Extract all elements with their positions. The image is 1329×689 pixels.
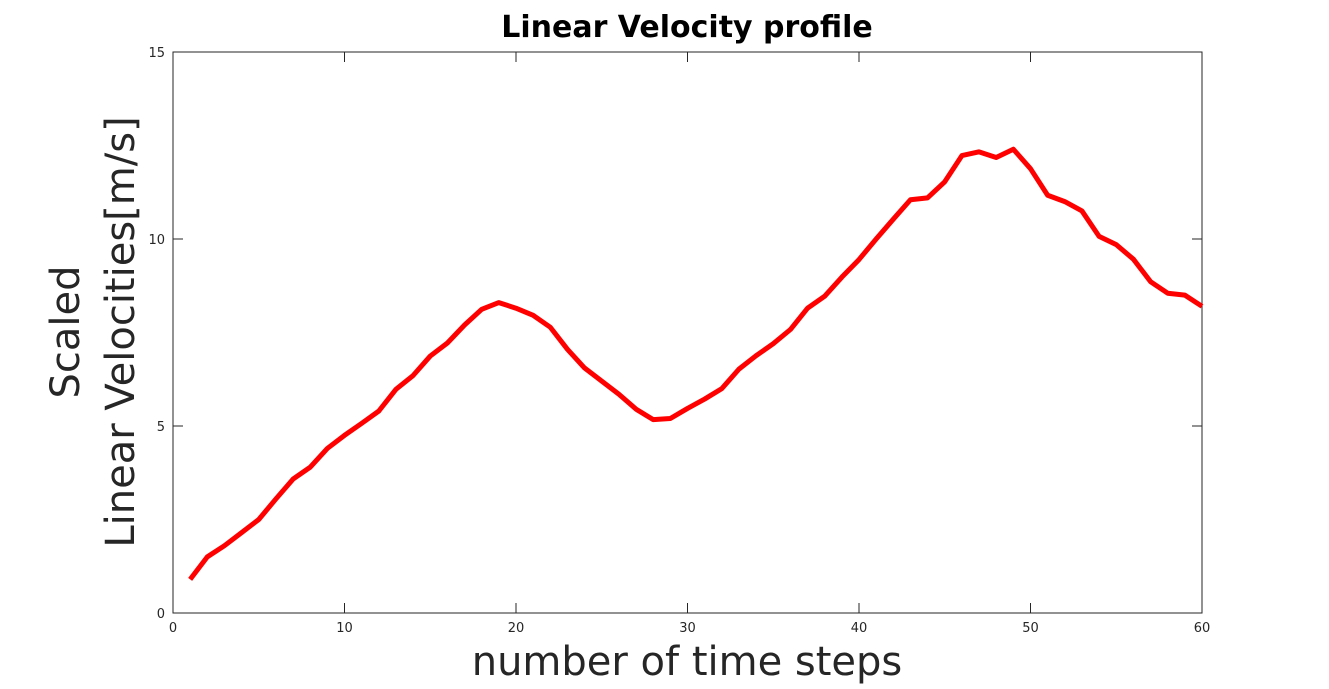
chart-title: Linear Velocity profile <box>501 10 873 45</box>
y-tick-label: 0 <box>157 607 165 622</box>
x-tick-label: 40 <box>851 621 868 636</box>
x-tick-label: 60 <box>1194 621 1211 636</box>
x-tick-label: 0 <box>169 621 177 636</box>
y-axis-label-line-1: Scaled <box>43 265 89 398</box>
x-tick-label: 10 <box>336 621 353 636</box>
x-axis-ticks: 0 10 20 30 40 50 60 <box>169 52 1210 636</box>
plot-area <box>172 51 1203 614</box>
x-axis-label: number of time steps <box>472 639 903 685</box>
series-line <box>188 146 1204 581</box>
y-tick-label: 10 <box>148 233 165 248</box>
y-tick-label: 15 <box>148 46 165 61</box>
y-axis-ticks: 0 5 10 15 <box>148 46 1202 622</box>
x-tick-label: 20 <box>508 621 525 636</box>
series-group <box>188 146 1204 581</box>
x-tick-label: 50 <box>1022 621 1039 636</box>
y-axis-label-line-2: Linear Velocities[m/s] <box>98 116 144 547</box>
x-tick-label: 30 <box>679 621 696 636</box>
y-tick-label: 5 <box>157 420 165 435</box>
